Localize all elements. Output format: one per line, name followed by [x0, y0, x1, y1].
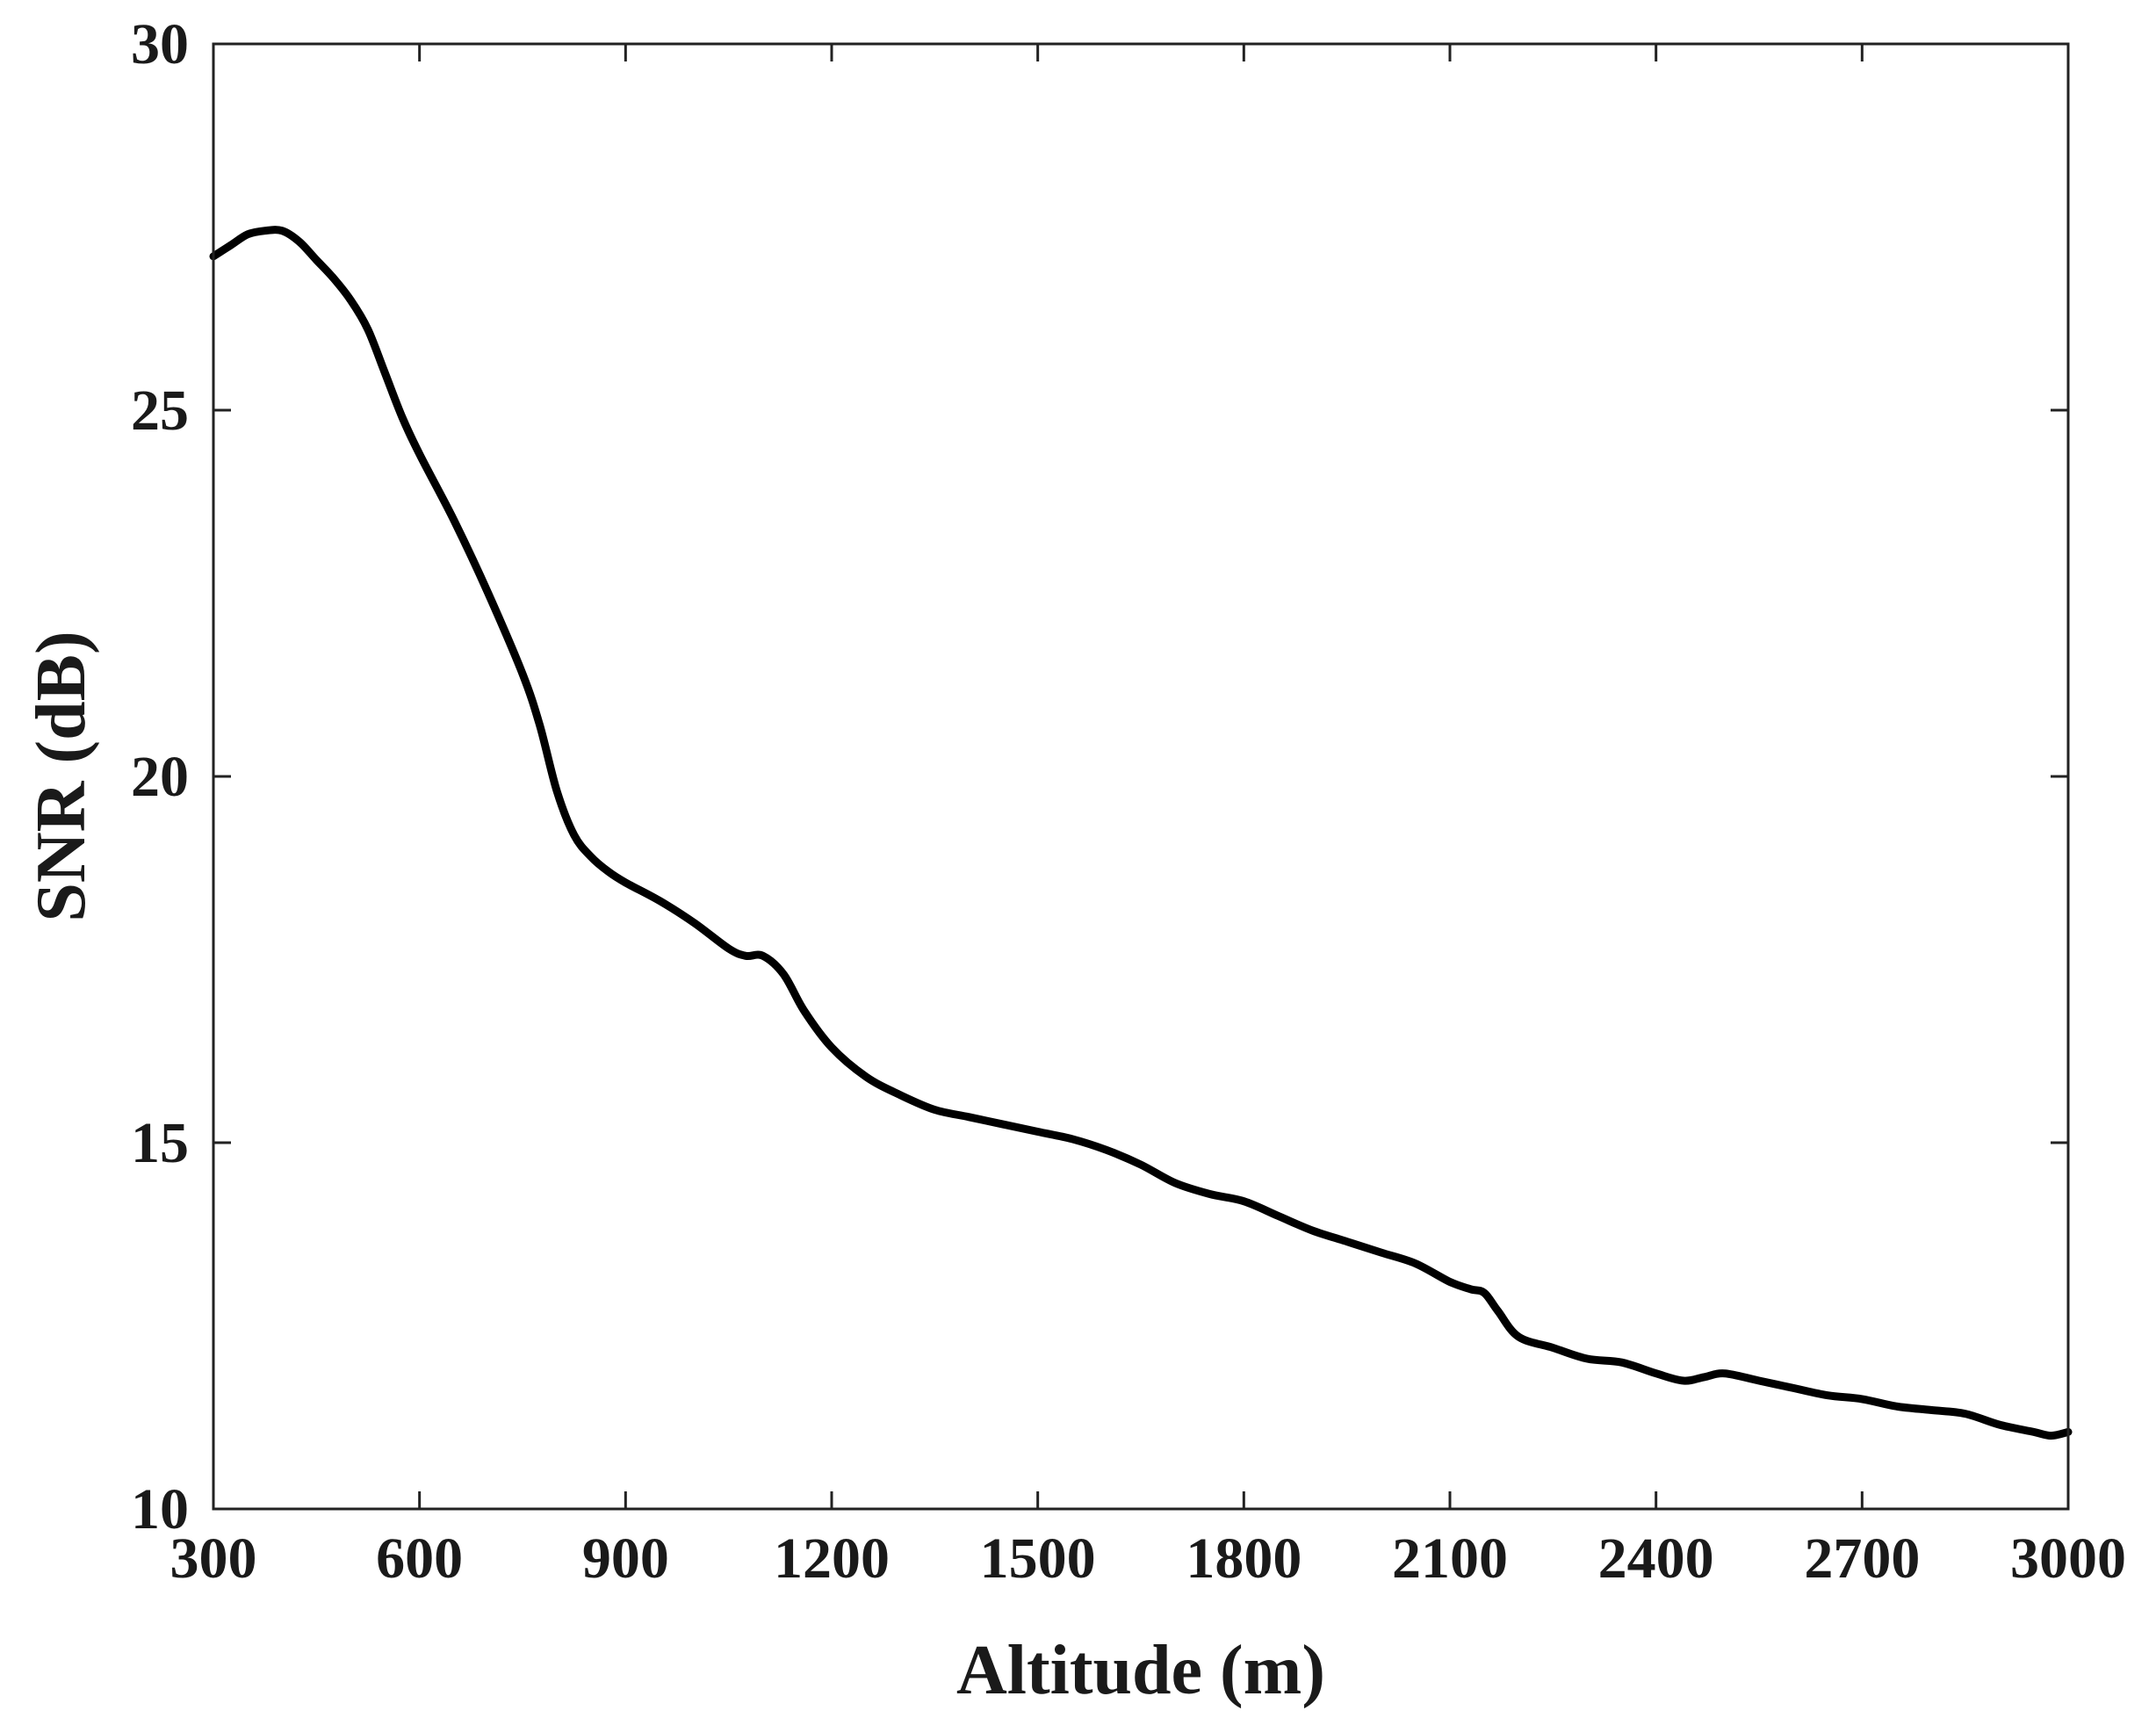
y-tick-label-15: 15: [131, 1111, 189, 1175]
x-tick-label-2100: 2100: [1392, 1527, 1508, 1591]
x-tick-label-1800: 1800: [1186, 1527, 1302, 1591]
y-tick-label-25: 25: [131, 379, 189, 443]
x-tick-label-900: 900: [582, 1527, 669, 1591]
x-tick-label-3000: 3000: [2010, 1527, 2126, 1591]
y-tick-label-10: 10: [131, 1477, 189, 1541]
x-tick-label-1500: 1500: [980, 1527, 1096, 1591]
x-tick-label-2400: 2400: [1598, 1527, 1714, 1591]
series-line: [209, 226, 2073, 1440]
y-axis-title: SNR (dB): [23, 631, 100, 921]
x-tick-label-300: 300: [170, 1527, 257, 1591]
x-tick-label-1200: 1200: [774, 1527, 890, 1591]
y-tick-label-20: 20: [131, 745, 189, 809]
x-axis-title: Altitude (m): [956, 1632, 1325, 1709]
plot-area-frame: [212, 42, 2070, 1511]
y-tick-label-30: 30: [131, 12, 189, 76]
x-tick-label-2700: 2700: [1804, 1527, 1920, 1591]
tick-labels: 300 600 900 1200 1500 1800 2100 2400 2700 3000 10 1…: [131, 12, 2126, 1591]
x-tick-label-600: 600: [376, 1527, 463, 1591]
